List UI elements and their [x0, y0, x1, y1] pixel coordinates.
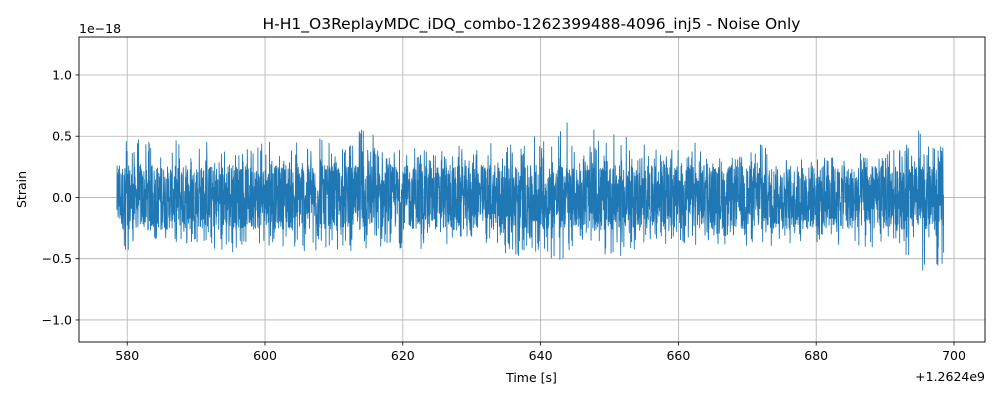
- x-offset-label: +1.2624e9: [915, 369, 985, 384]
- x-tick-label-2: 620: [391, 348, 415, 363]
- x-axis-label: Time [s]: [505, 370, 557, 385]
- y-tick-label-2: 0.0: [52, 190, 72, 205]
- x-tick-label-6: 700: [942, 348, 966, 363]
- y-scale-label: 1e−18: [79, 21, 121, 36]
- plot-frame: [78, 36, 986, 343]
- y-tick-label-1: −0.5: [42, 251, 72, 266]
- axis-ticks: 580 600 620 640 660 680 700 −1.0 −0.5 0.0 0.5 1.0: [42, 67, 966, 363]
- y-tick-label-0: −1.0: [42, 312, 72, 327]
- y-tick-label-3: 0.5: [52, 129, 72, 144]
- chart-title: H-H1_O3ReplayMDC_iDQ_combo-1262399488-40…: [263, 15, 801, 34]
- y-axis-label: Strain: [14, 171, 29, 208]
- y-tick-label-4: 1.0: [52, 67, 72, 82]
- plot-area: [116, 122, 945, 271]
- x-tick-label-0: 580: [115, 348, 139, 363]
- x-tick-label-1: 600: [253, 348, 277, 363]
- x-tick-label-5: 680: [804, 348, 828, 363]
- x-tick-label-3: 640: [529, 348, 553, 363]
- strain-series-line: [116, 122, 945, 271]
- x-tick-label-4: 660: [666, 348, 690, 363]
